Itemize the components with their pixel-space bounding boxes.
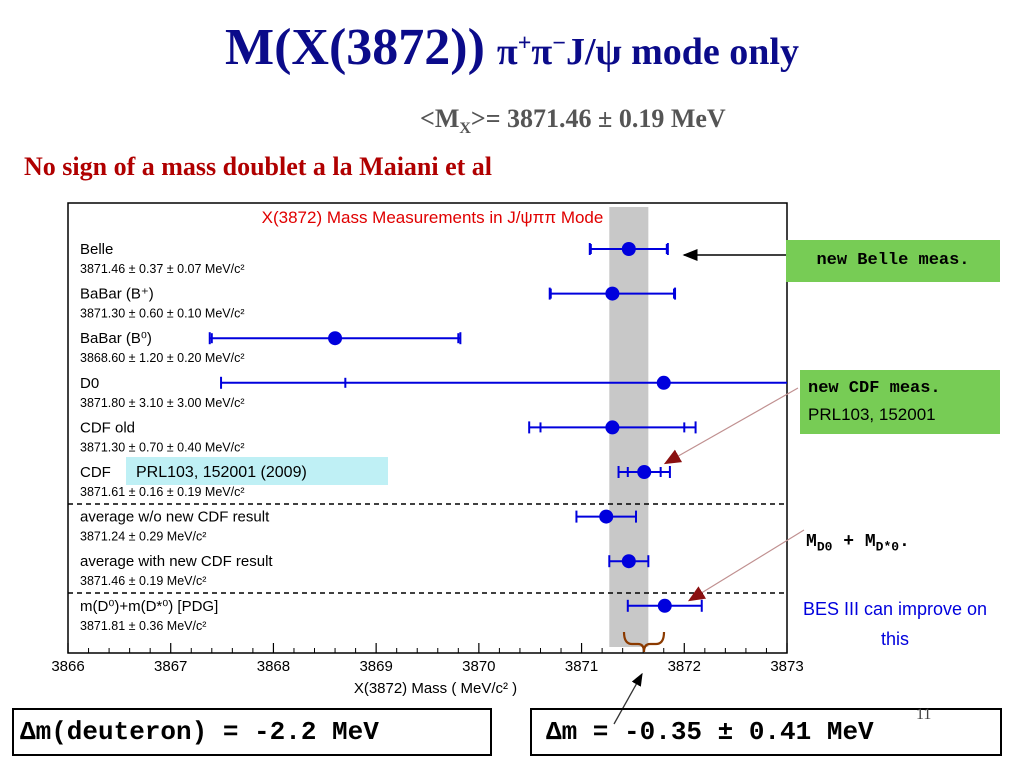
data-point	[656, 375, 671, 390]
x-tick-label: 3870	[462, 658, 495, 675]
title-minus: −	[552, 30, 566, 57]
data-point	[637, 465, 652, 479]
md-sub1: D0	[816, 539, 833, 555]
title-main: M(X(3872))	[225, 19, 485, 76]
x-tick-label: 3873	[770, 658, 803, 675]
mean-mass-line: <MX>= 3871.46 ± 0.19 MeV	[420, 104, 726, 138]
slide-title: M(X(3872)) π+π−J/ψ mode only	[0, 18, 1024, 77]
mean-prefix: <M	[420, 104, 460, 133]
cdf-note-line1: new CDF meas.	[808, 379, 941, 398]
x-tick-label: 3868	[257, 658, 290, 675]
md-sub2: D*0	[875, 539, 900, 555]
cdf-arrow	[663, 387, 799, 465]
measurement-label: Belle	[80, 241, 113, 258]
measurement-label: BaBar (B⁺)	[80, 286, 154, 303]
bes-note: BES III can improve on this	[802, 599, 988, 649]
measurement-label: average w/o new CDF result	[80, 509, 270, 526]
measurement-label: D0	[80, 375, 99, 392]
data-point	[605, 286, 620, 301]
measurement-value: 3871.30 ± 0.70 ± 0.40 MeV/c²	[80, 440, 245, 454]
x-tick-label: 3866	[51, 658, 84, 675]
measurement-label: m(D⁰)+m(D*⁰) [PDG]	[80, 598, 218, 615]
title-pi: π	[496, 31, 518, 73]
cdf-ref-box	[126, 457, 388, 485]
measurement-label: BaBar (B⁰)	[80, 330, 152, 347]
measurement-value: 3871.61 ± 0.16 ± 0.19 MeV/c²	[80, 485, 245, 499]
measurement-value: 3871.81 ± 0.36 MeV/c²	[80, 619, 206, 633]
md-m1: M	[806, 532, 817, 552]
belle-note-box: new Belle meas.	[786, 240, 1000, 282]
page-number: 11	[916, 706, 932, 723]
title-mode: π+π−J/ψ mode only	[496, 30, 799, 73]
measurement-value: 3871.30 ± 0.60 ± 0.10 MeV/c²	[80, 307, 245, 321]
measurement-value: 3871.46 ± 0.19 MeV/c²	[80, 574, 206, 588]
measurement-label: CDF	[80, 464, 111, 481]
md-sum-note: MD0 + MD*0.	[806, 532, 910, 555]
slide-subtitle: No sign of a mass doublet a la Maiani et…	[24, 152, 493, 181]
measurement-value: 3871.46 ± 0.37 ± 0.07 MeV/c²	[80, 262, 245, 276]
measurement-label: CDF old	[80, 419, 135, 436]
title-plus: +	[517, 30, 532, 57]
data-point	[328, 331, 343, 346]
chart-title: X(3872) Mass Measurements in J/ψππ Mode	[262, 208, 604, 227]
md-plus: + M	[832, 532, 876, 552]
md-dot: .	[899, 532, 910, 552]
cdf-note-line2: PRL103, 152001	[808, 405, 936, 424]
cdf-ref-label: PRL103, 152001 (2009)	[136, 464, 307, 481]
md-arrow	[687, 529, 805, 602]
deuteron-box: Δm(deuteron) = -2.2 MeV	[12, 708, 492, 756]
data-point	[621, 242, 636, 256]
data-point	[657, 598, 672, 613]
title-rest: J/ψ mode only	[565, 31, 799, 73]
x-tick-label: 3872	[668, 658, 701, 675]
x-tick-label: 3869	[359, 658, 392, 675]
measurement-value: 3868.60 ± 1.20 ± 0.20 MeV/c²	[80, 351, 245, 365]
title-pi2: π	[531, 31, 553, 73]
measurement-label: average with new CDF result	[80, 553, 273, 570]
dm-arrow	[613, 672, 643, 725]
data-point	[621, 554, 636, 569]
measurement-value: 3871.24 ± 0.29 MeV/c²	[80, 530, 206, 544]
mean-value: >= 3871.46 ± 0.19 MeV	[470, 104, 726, 133]
band-brace	[622, 631, 666, 653]
delta-m-box: Δm = -0.35 ± 0.41 MeV	[530, 708, 1002, 756]
measurement-value: 3871.80 ± 3.10 ± 3.00 MeV/c²	[80, 396, 245, 410]
x-tick-label: 3867	[154, 658, 187, 675]
x-axis-label: X(3872) Mass ( MeV/c² )	[354, 680, 517, 697]
x-tick-label: 3871	[565, 658, 598, 675]
mean-sub: X	[459, 120, 471, 138]
data-point	[599, 509, 614, 524]
cdf-note-box: new CDF meas. PRL103, 152001	[800, 370, 1000, 434]
data-point	[605, 420, 620, 435]
